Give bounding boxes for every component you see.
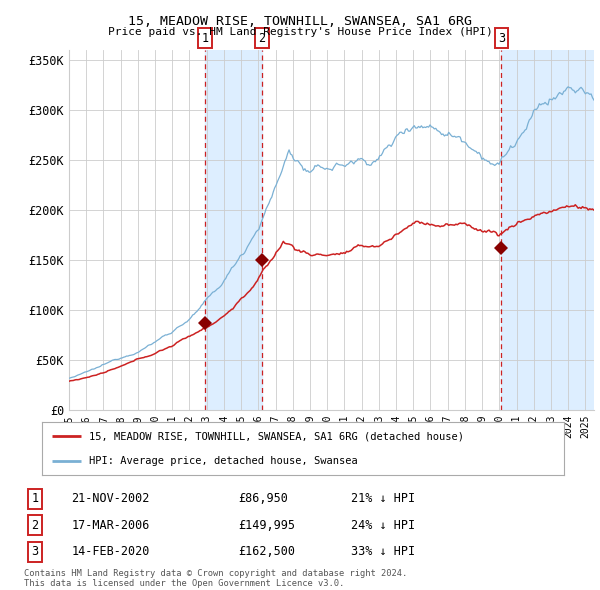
Text: 1: 1 — [202, 32, 208, 45]
Text: 15, MEADOW RISE, TOWNHILL, SWANSEA, SA1 6RG: 15, MEADOW RISE, TOWNHILL, SWANSEA, SA1 … — [128, 15, 472, 28]
Text: 33% ↓ HPI: 33% ↓ HPI — [351, 545, 415, 558]
Text: 17-MAR-2006: 17-MAR-2006 — [71, 519, 150, 532]
Text: This data is licensed under the Open Government Licence v3.0.: This data is licensed under the Open Gov… — [24, 579, 344, 588]
Bar — [205, 50, 262, 410]
Text: £86,950: £86,950 — [238, 492, 288, 505]
Text: 15, MEADOW RISE, TOWNHILL, SWANSEA, SA1 6RG (detached house): 15, MEADOW RISE, TOWNHILL, SWANSEA, SA1 … — [89, 431, 464, 441]
Text: 14-FEB-2020: 14-FEB-2020 — [71, 545, 150, 558]
Text: 2: 2 — [258, 32, 265, 45]
Text: HPI: Average price, detached house, Swansea: HPI: Average price, detached house, Swan… — [89, 455, 358, 466]
Bar — [502, 50, 594, 410]
Text: 21-NOV-2002: 21-NOV-2002 — [71, 492, 150, 505]
Text: 3: 3 — [498, 32, 505, 45]
Text: 2: 2 — [31, 519, 38, 532]
Text: £162,500: £162,500 — [238, 545, 295, 558]
Text: 3: 3 — [31, 545, 38, 558]
Text: 24% ↓ HPI: 24% ↓ HPI — [351, 519, 415, 532]
Text: 21% ↓ HPI: 21% ↓ HPI — [351, 492, 415, 505]
Text: 1: 1 — [31, 492, 38, 505]
Text: £149,995: £149,995 — [238, 519, 295, 532]
Text: Contains HM Land Registry data © Crown copyright and database right 2024.: Contains HM Land Registry data © Crown c… — [24, 569, 407, 578]
Text: Price paid vs. HM Land Registry's House Price Index (HPI): Price paid vs. HM Land Registry's House … — [107, 27, 493, 37]
